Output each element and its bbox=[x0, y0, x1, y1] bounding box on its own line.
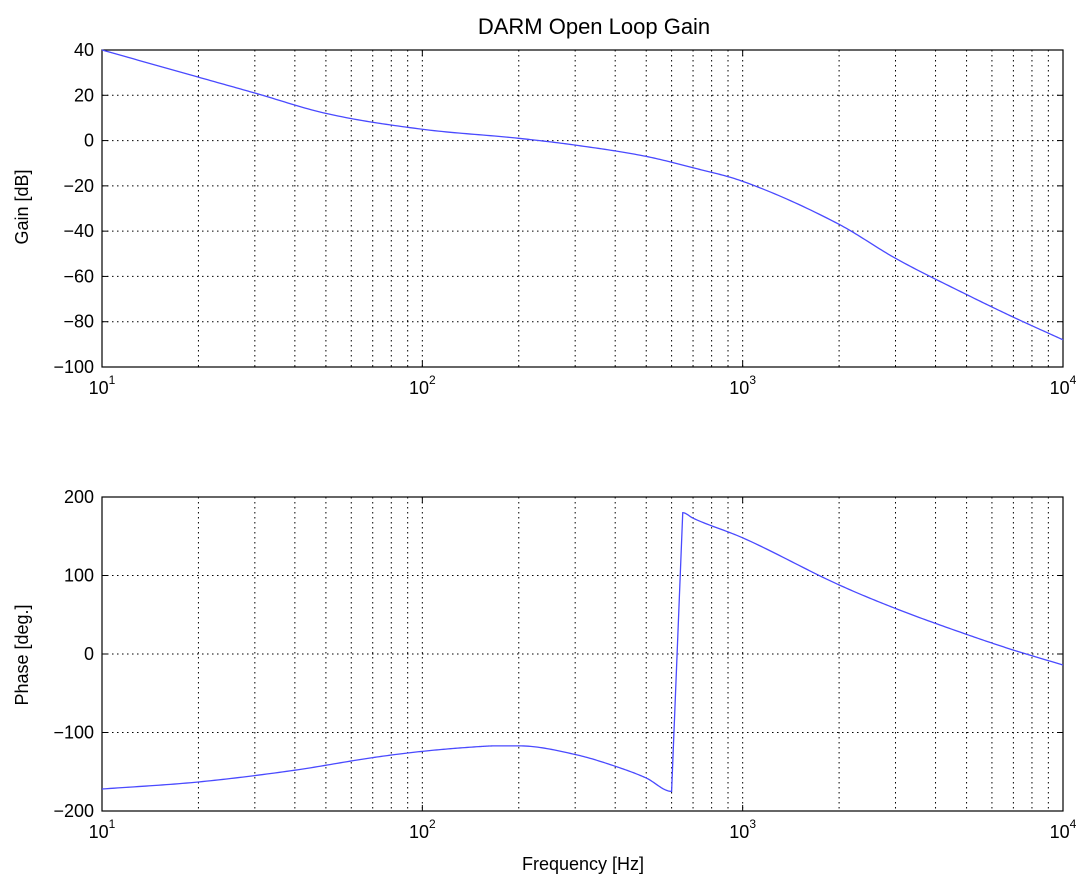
gain-ytick-label: −40 bbox=[63, 221, 94, 241]
phase-xtick-label: 104 bbox=[1050, 817, 1077, 842]
phase-series-line bbox=[101, 512, 1064, 793]
phase-plot: Phase [deg.] Frequency [Hz] 200 100 0 −100 −… bbox=[12, 487, 1077, 874]
phase-ytick-label: −200 bbox=[53, 801, 94, 821]
gain-ytick-label: −100 bbox=[53, 357, 94, 377]
gain-xtick-label: 103 bbox=[729, 373, 756, 398]
gain-y-axis-label: Gain [dB] bbox=[12, 169, 32, 244]
gain-xtick-label: 102 bbox=[409, 373, 436, 398]
gain-ytick-label: −60 bbox=[63, 266, 94, 286]
gain-ytick-label: 0 bbox=[84, 131, 94, 151]
gain-xtick-label: 104 bbox=[1050, 373, 1077, 398]
phase-ytick-label: 200 bbox=[64, 487, 94, 507]
phase-ytick-label: −100 bbox=[53, 723, 94, 743]
gain-ytick-label: −20 bbox=[63, 176, 94, 196]
x-axis-label: Frequency [Hz] bbox=[522, 854, 644, 874]
gain-series-line bbox=[101, 49, 1064, 341]
gain-ytick-label: −80 bbox=[63, 312, 94, 332]
phase-ytick-label: 100 bbox=[64, 566, 94, 586]
phase-xtick-label: 102 bbox=[409, 817, 436, 842]
chart-title: DARM Open Loop Gain bbox=[478, 14, 710, 39]
phase-y-axis-label: Phase [deg.] bbox=[12, 604, 32, 705]
gain-ytick-label: 20 bbox=[74, 85, 94, 105]
gain-ytick-label: 40 bbox=[74, 40, 94, 60]
gain-plot-frame bbox=[101, 49, 1064, 368]
phase-xtick-label: 103 bbox=[729, 817, 756, 842]
phase-ytick-label: 0 bbox=[84, 644, 94, 664]
